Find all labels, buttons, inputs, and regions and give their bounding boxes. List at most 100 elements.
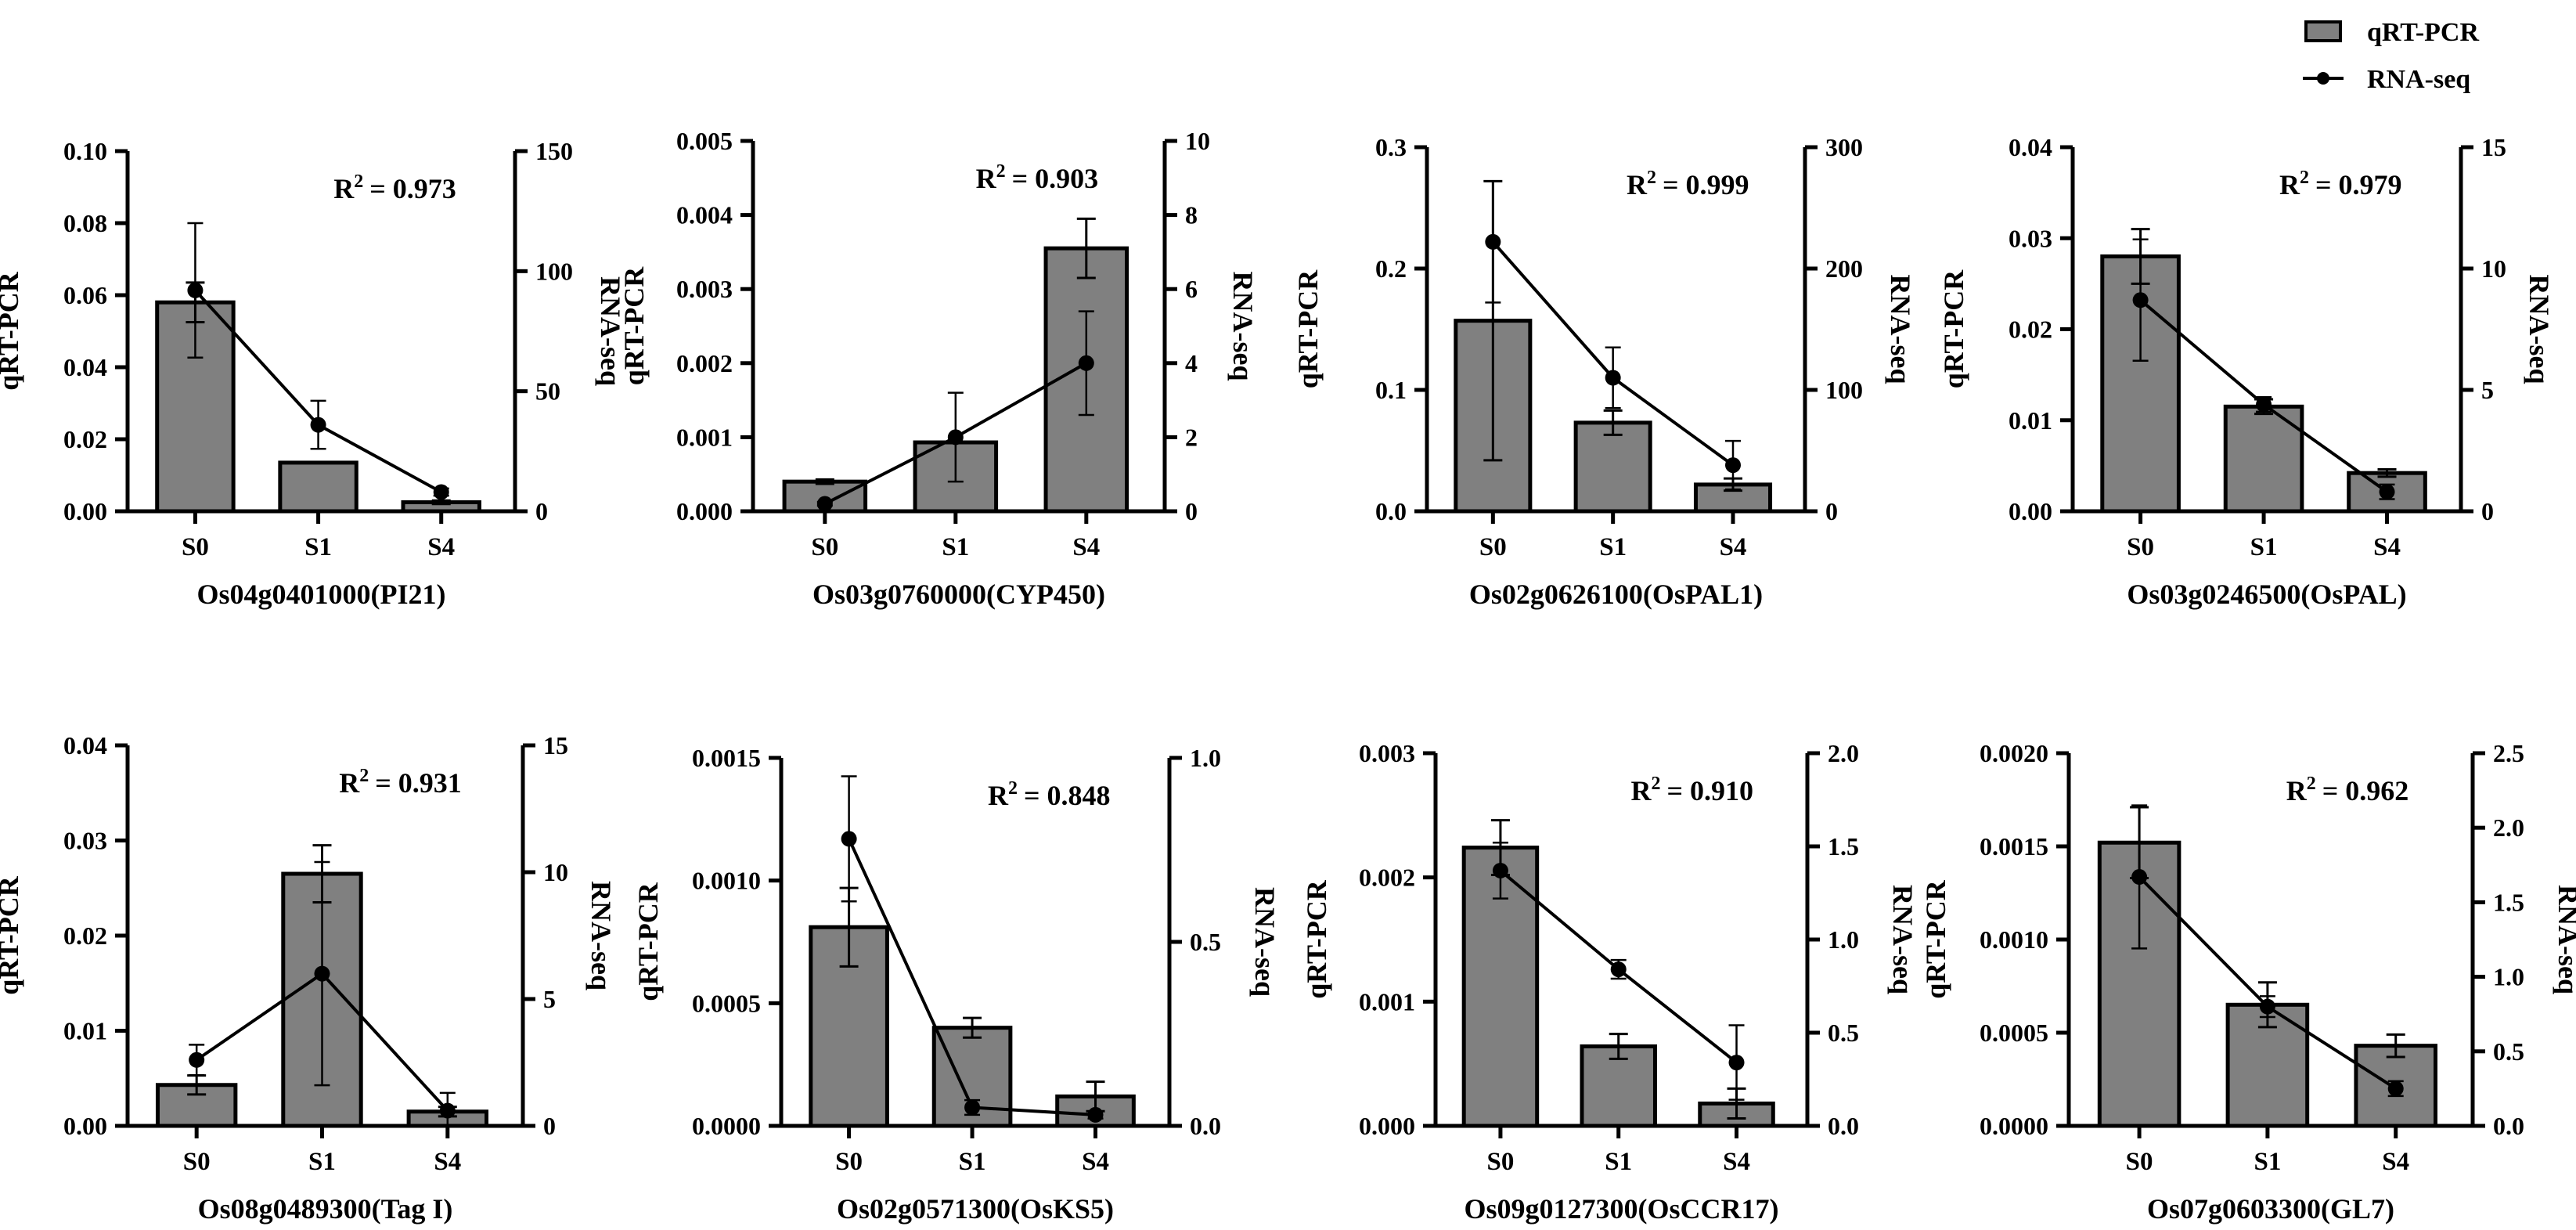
- chart-title: Os03g0246500(OsPAL): [2127, 579, 2406, 610]
- y-tick-label-left: 0.03: [63, 827, 107, 855]
- y-axis-title-left: qRT-PCR: [0, 875, 24, 994]
- r-squared-value: = 0.903: [1012, 163, 1099, 194]
- y-tick-label-right: 0: [543, 1112, 556, 1140]
- chart-panel-1: 0.00 0.02 0.04 0.06 0.08 0.10 0 50 100 150 S0 S1 S4 q…: [0, 137, 626, 610]
- y-tick-label-right: 0.0: [1190, 1112, 1221, 1140]
- y-tick-label-right: 0: [1825, 497, 1838, 525]
- chart-title: Os04g0401000(PI21): [197, 579, 446, 610]
- y-tick-label-left: 0.00: [63, 1112, 107, 1140]
- y-axis-title-left: qRT-PCR: [1920, 879, 1951, 998]
- legend-bar-label: qRT-PCR: [2367, 18, 2479, 47]
- y-tick-label-right: 1.0: [2493, 963, 2524, 991]
- y-tick-label-right: 100: [535, 257, 573, 285]
- y-axis-title-left: qRT-PCR: [618, 266, 650, 385]
- r-squared-symbol: R: [2279, 169, 2300, 200]
- y-axis-title-left: qRT-PCR: [1292, 269, 1324, 388]
- y-tick-label-right: 100: [1825, 376, 1863, 404]
- y-tick-label-left: 0.10: [63, 137, 107, 165]
- r-squared-value: = 0.962: [2322, 775, 2409, 806]
- x-tick-label: S1: [2254, 1148, 2281, 1176]
- y-tick-label-right: 1.0: [1190, 744, 1221, 772]
- y-tick-label-left: 0.0010: [692, 867, 761, 895]
- y-tick-label-right: 8: [1185, 201, 1198, 229]
- y-tick-label-right: 15: [543, 731, 568, 759]
- line-point-rna-seq: [1728, 1055, 1745, 1071]
- r-squared-exponent: 2: [996, 161, 1006, 182]
- y-tick-label-left: 0.0020: [1980, 739, 2048, 767]
- line-point-rna-seq: [2132, 292, 2149, 308]
- y-tick-label-left: 0.01: [63, 1017, 107, 1045]
- y-tick-label-left: 0.0000: [692, 1112, 761, 1140]
- y-tick-label-right: 0: [1185, 497, 1198, 525]
- x-tick-label: S0: [182, 533, 209, 561]
- y-tick-label-right: 0.5: [1828, 1019, 1859, 1047]
- r-squared-exponent: 2: [359, 766, 369, 786]
- y-tick-label-left: 0.003: [1359, 739, 1415, 767]
- y-tick-label-left: 0.04: [2009, 133, 2052, 161]
- r-squared-value: = 0.973: [369, 173, 456, 204]
- y-tick-label-left: 0.003: [676, 275, 733, 303]
- x-tick-label: S0: [1487, 1148, 1515, 1176]
- y-tick-label-right: 2.0: [2493, 813, 2524, 842]
- r-squared-value: = 0.848: [1024, 780, 1111, 811]
- y-tick-label-left: 0.0005: [692, 989, 761, 1017]
- y-tick-label-right: 1.5: [1828, 832, 1859, 860]
- chart-panel-3: 0.0 0.1 0.2 0.3 0 100 200 300 S0 S1 S4 qRT-PCR RNA-s…: [1292, 133, 1916, 610]
- y-axis-title-right: RNA-seq: [2553, 885, 2576, 994]
- y-axis-title-right: RNA-seq: [585, 881, 617, 990]
- y-tick-label-right: 1.5: [2493, 888, 2524, 916]
- x-tick-label: S1: [942, 533, 969, 561]
- chart-panel-6: 0.0000 0.0005 0.0010 0.0015 0.0 0.5 1.0 S0 S1 S4 q…: [632, 744, 1281, 1225]
- r-squared-symbol: R: [333, 173, 355, 204]
- line-point-rna-seq: [1492, 862, 1508, 878]
- x-tick-label: S1: [1605, 1148, 1632, 1176]
- y-axis-title-left: qRT-PCR: [632, 882, 664, 1001]
- y-tick-label-left: 0.0000: [1980, 1112, 2048, 1140]
- x-tick-label: S0: [1479, 533, 1507, 561]
- y-tick-label-right: 10: [2481, 254, 2506, 283]
- chart-title: Os02g0626100(OsPAL1): [1469, 579, 1763, 610]
- y-tick-label-left: 0.0015: [692, 744, 761, 772]
- y-tick-label-right: 150: [535, 137, 573, 165]
- line-point-rna-seq: [2131, 869, 2148, 886]
- x-tick-label: S0: [183, 1148, 211, 1176]
- y-tick-label-left: 0.02: [63, 922, 107, 950]
- line-point-rna-seq: [1087, 1106, 1104, 1123]
- y-tick-label-right: 1.0: [1828, 925, 1859, 954]
- line-point-rna-seq: [841, 831, 857, 847]
- y-axis-title-right: RNA-seq: [1885, 275, 1916, 384]
- chart-title: Os03g0760000(CYP450): [812, 579, 1105, 610]
- y-tick-label-right: 6: [1185, 275, 1198, 303]
- chart-title: Os02g0571300(OsKS5): [837, 1193, 1114, 1225]
- r-squared-annotation: R2 = 0.931: [339, 766, 462, 799]
- line-point-rna-seq: [187, 282, 204, 298]
- x-tick-label: S4: [2373, 533, 2401, 561]
- r-squared-symbol: R: [988, 780, 1009, 811]
- y-tick-label-left: 0.02: [63, 425, 107, 453]
- y-tick-label-left: 0.01: [2009, 406, 2052, 435]
- y-tick-label-right: 0.0: [2493, 1112, 2524, 1140]
- x-tick-label: S4: [1072, 533, 1100, 561]
- y-tick-label-right: 0: [535, 497, 548, 525]
- bar-qrt-pcr: [278, 460, 358, 514]
- y-tick-label-right: 5: [2481, 376, 2494, 404]
- y-tick-label-left: 0.04: [63, 353, 107, 381]
- y-tick-label-left: 0.08: [63, 209, 107, 237]
- r-squared-annotation: R2 = 0.910: [1630, 774, 1753, 806]
- y-tick-label-left: 0.2: [1375, 254, 1407, 283]
- x-tick-label: S0: [2126, 1148, 2153, 1176]
- x-tick-label: S4: [1723, 1148, 1750, 1176]
- x-tick-label: S4: [427, 533, 455, 561]
- line-point-rna-seq: [2259, 998, 2275, 1015]
- chart-panel-5: 0.00 0.01 0.02 0.03 0.04 0 5 10 15 S0 S1 S4 qRT-PCR R…: [0, 731, 617, 1225]
- line-point-rna-seq: [1610, 961, 1627, 978]
- line-point-rna-seq: [947, 429, 964, 445]
- y-tick-label-left: 0.1: [1375, 376, 1407, 404]
- y-axis-title-left: qRT-PCR: [1938, 269, 1969, 388]
- y-tick-label-left: 0.00: [2009, 497, 2052, 525]
- y-tick-label-left: 0.3: [1375, 133, 1407, 161]
- y-tick-label-left: 0.0015: [1980, 832, 2048, 860]
- x-tick-label: S0: [2127, 533, 2154, 561]
- chart-panel-7: 0.000 0.001 0.002 0.003 0.0 0.5 1.0 1.5 2.0 S0 S1 S…: [1301, 739, 1918, 1225]
- y-axis-title-left: qRT-PCR: [0, 271, 24, 390]
